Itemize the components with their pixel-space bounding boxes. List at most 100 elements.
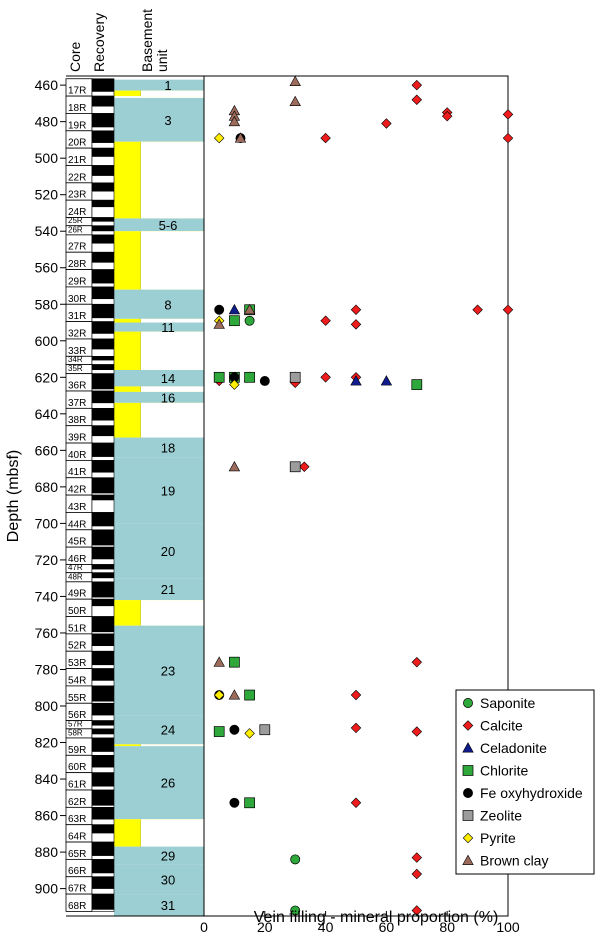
point-chlorite — [229, 656, 240, 668]
recovery-fill-40r — [92, 443, 114, 457]
recovery-fill-51r — [92, 616, 114, 633]
recovery-column-header: Recovery — [91, 13, 107, 72]
y-tick-label: 600 — [35, 333, 59, 349]
y-tick-label: 900 — [35, 881, 59, 897]
recovery-fill-27r — [92, 234, 114, 244]
unit-band-14 — [114, 370, 204, 387]
y-axis-label: Depth (mbsf) — [5, 450, 22, 542]
point-calcite — [472, 304, 483, 315]
point-calcite — [350, 304, 362, 315]
point-brown-clay — [289, 75, 301, 86]
y-tick-label: 480 — [35, 114, 59, 130]
unit-label-18: 18 — [161, 441, 175, 456]
core-label-35r: 35R — [68, 364, 83, 373]
core-label-26r: 26R — [68, 225, 83, 234]
recovery-fill-54r — [92, 668, 114, 681]
core-label-24r: 24R — [68, 207, 86, 218]
unit-gap-blank — [141, 386, 204, 392]
point-chlorite — [213, 726, 225, 737]
series-pyrite — [213, 132, 255, 739]
unit-label-8: 8 — [164, 297, 171, 312]
unit-gap-blank — [141, 744, 204, 747]
point-brown-clay — [234, 132, 247, 143]
unit-band-31 — [114, 894, 204, 916]
recovery-fill-46r — [92, 547, 114, 560]
recovery-fill-39r — [92, 425, 114, 437]
point-chlorite — [244, 689, 255, 701]
y-tick-label: 540 — [35, 223, 59, 239]
core-label-50r: 50R — [68, 606, 86, 617]
unit-gap-blank — [141, 90, 204, 97]
point-calcite — [350, 722, 362, 734]
recovery-fill-24r — [92, 200, 114, 208]
core-label-58r: 58R — [68, 728, 83, 737]
recovery-fill-37r — [92, 391, 114, 404]
recovery-fill-65r — [92, 842, 114, 856]
unit-label-20: 20 — [161, 544, 175, 559]
legend-label-calcite: Calcite — [480, 718, 523, 734]
x-tick-label: 80 — [439, 919, 455, 932]
unit-band-29 — [114, 846, 204, 865]
point-calcite — [320, 372, 331, 383]
series-calcite — [213, 79, 514, 916]
point-fe-oxyhydroxide — [229, 724, 240, 735]
unit-gap-blank — [141, 402, 204, 438]
point-calcite — [320, 132, 331, 144]
point-celadonite — [228, 303, 241, 315]
y-tick-label: 720 — [35, 552, 59, 568]
core-label-64r: 64R — [68, 832, 86, 843]
unit-label-23: 23 — [161, 663, 175, 678]
unit-gap-blank — [141, 819, 204, 847]
core-label-55r: 55R — [68, 693, 86, 704]
y-tick-label: 620 — [35, 369, 59, 385]
recovery-fill-25r — [92, 217, 114, 222]
recovery-fill-56r — [92, 703, 114, 716]
core-label-44r: 44R — [68, 519, 86, 530]
recovery-fill-58r — [92, 728, 114, 735]
recovery-fill-23r — [92, 182, 114, 192]
recovery-fill-52r — [92, 633, 114, 647]
point-saponite — [290, 854, 301, 865]
y-tick-label: 520 — [35, 187, 59, 203]
core-label-45r: 45R — [68, 537, 86, 548]
unit-gap-blank — [141, 331, 204, 370]
unit-label-5-6: 5-6 — [159, 218, 178, 233]
point-fe-oxyhydroxide — [214, 304, 225, 315]
recovery-fill-53r — [92, 651, 114, 666]
recovery-fill-32r — [92, 321, 114, 334]
axes: 4604805005205405605806006206406606807007… — [5, 77, 520, 932]
core-label-38r: 38R — [68, 415, 86, 426]
point-brown-clay — [243, 303, 256, 315]
data-points — [213, 75, 514, 916]
x-axis-label: Vein filling - mineral proportion (%) — [254, 909, 499, 926]
recovery-fill-21r — [92, 148, 114, 157]
point-brown-clay — [228, 689, 241, 700]
recovery-fill-61r — [92, 772, 114, 787]
core-label-18r: 18R — [68, 103, 86, 114]
point-pyrite — [213, 132, 225, 144]
recovery-fill-18r — [92, 96, 114, 107]
core-label-22r: 22R — [68, 172, 86, 183]
recovery-fill-19r — [92, 113, 114, 128]
unit-band-16 — [114, 391, 204, 403]
unit-band-11 — [114, 322, 204, 332]
core-label-32r: 32R — [68, 328, 86, 339]
point-chlorite — [244, 797, 255, 809]
legend-label-zeolite: Zeolite — [480, 808, 522, 824]
unit-label-30: 30 — [161, 872, 175, 887]
point-calcite — [411, 905, 423, 916]
point-zeolite — [289, 371, 301, 383]
core-label-37r: 37R — [68, 398, 86, 409]
unit-column-header-line: Basement — [139, 9, 155, 72]
point-calcite — [411, 79, 423, 91]
point-calcite — [411, 852, 423, 863]
point-calcite — [350, 797, 362, 809]
point-saponite — [244, 315, 255, 326]
y-tick-label: 840 — [35, 771, 59, 787]
recovery-fill-45r — [92, 529, 114, 546]
unit-label-21: 21 — [161, 582, 175, 597]
recovery-fill-28r — [92, 252, 114, 263]
y-tick-label: 560 — [35, 260, 59, 276]
recovery-fill-20r — [92, 130, 114, 143]
unit-band-3 — [114, 97, 204, 142]
